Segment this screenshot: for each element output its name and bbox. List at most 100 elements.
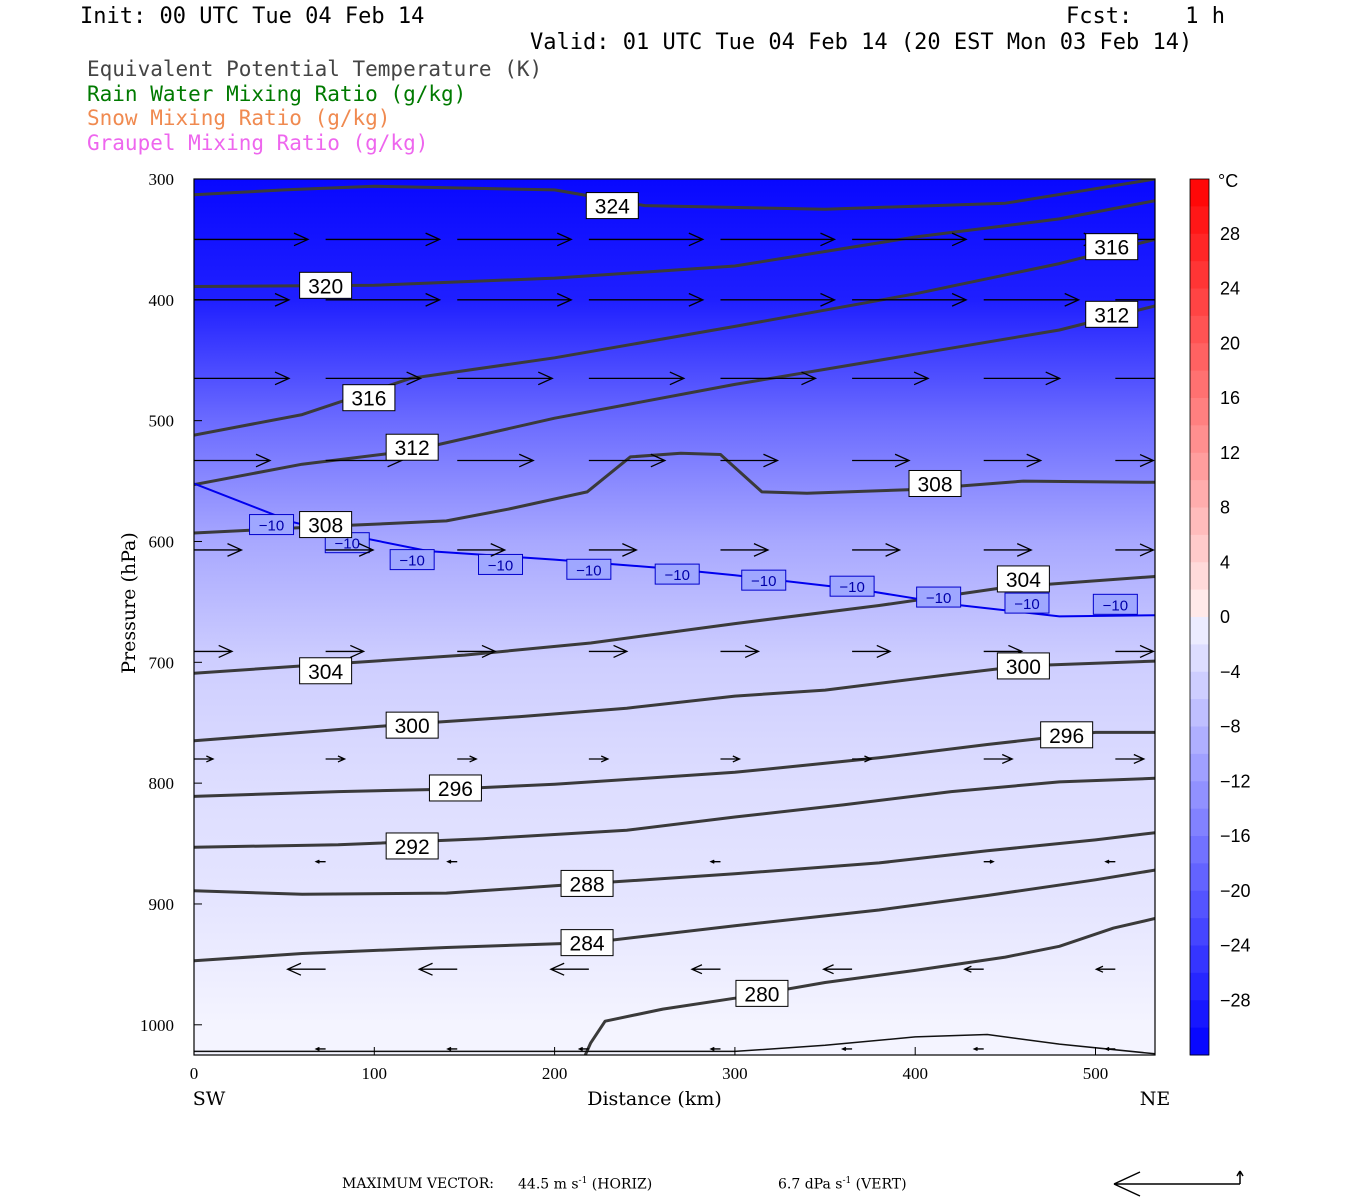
colorbar-label: 16 [1220,388,1240,408]
colorbar-segment [1190,480,1209,508]
colorbar-label: −20 [1220,881,1251,901]
colorbar-label: 20 [1220,333,1240,353]
wind-vector [720,543,770,557]
isotherm-label: −10 [926,590,951,607]
wind-vector [588,644,629,659]
wind-vector [325,755,347,763]
contour-label-box [428,774,482,802]
wind-vector [325,232,442,247]
contour-label-box [908,469,962,497]
colorbar-segment [1190,1027,1209,1056]
isotherm-label: −10 [1014,596,1039,613]
colorbar-segment [1190,370,1209,399]
colorbar-segment [1190,206,1209,235]
wind-vector [588,543,638,557]
wind-vector [588,292,705,307]
isotherm-label: −10 [1103,597,1128,614]
colorbar-segment [1190,507,1209,536]
wind-vector [588,371,686,386]
theta-e-contour [194,237,1155,437]
wind-vector [457,453,535,468]
isotherm-label-box [654,563,700,585]
wind-vector [972,1046,984,1052]
y-tick-label: 1000 [140,1016,174,1035]
legend-graupel: Graupel Mixing Ratio (g/kg) [87,131,429,155]
plot-frame [193,178,1156,1056]
isotherm-label-box [1092,593,1138,615]
contour-label-box [735,979,789,1007]
colorbar-segment [1190,863,1209,892]
wind-vectors [194,232,1155,1052]
wind-vector [983,453,1043,468]
colorbar-segment [1190,261,1209,289]
wind-vector [852,755,873,763]
colorbar-segment [1190,836,1209,864]
wind-vector [822,964,853,975]
reference-vector [1113,1170,1244,1197]
wind-vector [549,962,589,976]
colorbar-segment [1190,945,1209,974]
wind-vector [983,859,995,864]
wind-vector [1115,543,1155,557]
wind-vector [720,292,837,307]
isotherm-label: −10 [335,536,360,553]
x-tick-label: 400 [902,1064,928,1083]
wind-vector [709,859,721,864]
isotherm-label-box [389,549,435,571]
contour-label: 300 [395,715,430,738]
colorbar-label: −28 [1220,990,1251,1010]
wind-vector [194,644,234,659]
colorbar-label: 4 [1220,552,1230,572]
contour-label: 280 [744,983,779,1006]
wind-vector [325,292,442,307]
wind-vector [457,232,573,247]
wind-vector [194,543,244,557]
isotherm-label-box [566,558,612,580]
wind-vector [852,232,968,247]
wind-vector [286,962,326,976]
isotherm-label-box [916,586,962,608]
wind-vector [720,453,780,468]
contour-label: 312 [395,437,430,460]
wind-vector [720,371,818,386]
colorbar-segment [1190,534,1209,563]
wind-vector [457,755,478,763]
colorbar-label: 24 [1220,279,1240,299]
wind-vector [417,962,458,976]
wind-vector [720,755,742,763]
colorbar-segment [1190,890,1209,919]
wind-vector [325,543,375,557]
max-vector-horiz: 44.5 m s-1 (HORIZ) [518,1176,653,1193]
contour-label: 304 [1006,569,1041,592]
x-end-left: SW [193,1088,226,1110]
theta-e-contour [194,575,1155,675]
contour-label-box [385,832,439,860]
theta-e-contour [194,831,1155,896]
colorbar-label: −24 [1220,936,1251,956]
contour-label-box [1085,233,1139,261]
wind-vector [983,292,1081,307]
contour-label: 284 [570,933,605,956]
y-tick-label: 900 [149,895,175,914]
contour-label: 292 [395,836,430,859]
legend-snow: Snow Mixing Ratio (g/kg) [87,106,391,130]
wind-vector [690,964,721,975]
wind-vector [314,1046,326,1052]
colorbar-segment [1190,589,1209,618]
colorbar-segment [1190,753,1209,782]
y-tick-label: 600 [149,532,175,551]
wind-vector [963,965,984,973]
wind-vector [446,859,458,864]
colorbar-label: −8 [1220,717,1241,737]
wind-vector [983,753,1014,765]
contour-label: 320 [308,275,343,298]
wind-vector [314,859,326,864]
wind-vector [1104,1046,1116,1052]
wind-vector [841,1046,853,1052]
contour-label-box [585,192,639,220]
forecast-hour: Fcst: 1 h [1066,4,1225,29]
theta-e-contours [194,179,1155,1055]
wind-vector [588,232,705,247]
contour-label-box [385,433,439,461]
wind-vector [852,453,911,468]
